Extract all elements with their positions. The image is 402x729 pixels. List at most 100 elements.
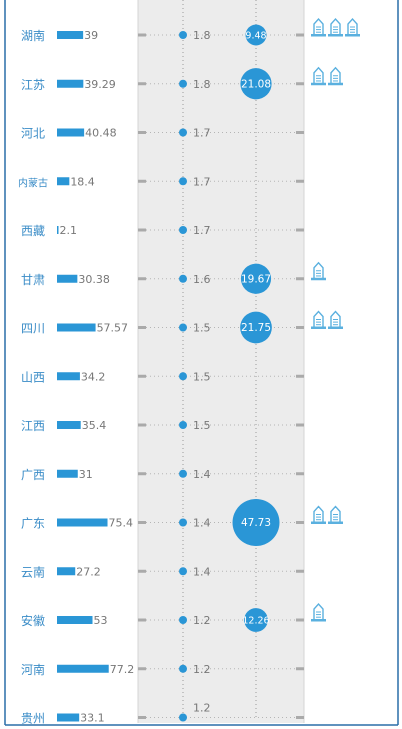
province-label: 贵州	[21, 712, 45, 726]
ratio-label: 1.8	[193, 29, 211, 42]
value-bar	[57, 79, 84, 88]
building-icon	[345, 17, 360, 37]
bar-value-label: 75.4	[109, 517, 134, 530]
value-bar	[57, 713, 80, 722]
bubble-label: 21.75	[241, 322, 271, 334]
table-row: 云南 27.2 1.4	[21, 564, 304, 579]
building-icon	[328, 505, 343, 524]
bubble-label: 47.73	[241, 517, 271, 529]
building-base	[311, 34, 326, 37]
ratio-band	[138, 0, 304, 723]
province-label: 河北	[21, 127, 45, 141]
bubble-label: 9.48	[245, 31, 266, 42]
building-base	[311, 277, 326, 281]
bubble-label: 12.26	[242, 616, 269, 627]
value-bar	[57, 664, 109, 673]
table-row: 内蒙古 18.4 1.7	[18, 175, 304, 189]
bar-value-label: 53	[94, 614, 108, 627]
province-label: 四川	[21, 322, 45, 336]
bar-value-label: 39	[84, 29, 98, 42]
bar-value-label: 30.38	[78, 273, 110, 286]
ratio-dot	[179, 226, 187, 234]
province-label: 云南	[21, 564, 45, 579]
province-label: 江苏	[21, 78, 45, 92]
building-base	[311, 619, 326, 622]
value-bar	[57, 274, 78, 283]
building-icon	[311, 66, 326, 86]
ratio-dot	[179, 567, 187, 576]
value-bar	[57, 177, 70, 186]
value-bar	[57, 128, 85, 137]
value-bar	[57, 567, 76, 576]
bubble-label: 19.67	[241, 273, 271, 285]
value-bar	[57, 31, 84, 39]
ratio-dot	[179, 518, 187, 527]
bar-value-label: 33.1	[80, 712, 105, 725]
bubble	[240, 263, 272, 294]
ratio-label: 1.5	[193, 370, 211, 383]
table-row: 贵州 33.1 1.2	[21, 702, 304, 726]
province-label: 江西	[21, 419, 45, 433]
table-row: 四川 57.57 1.5 21.75	[21, 310, 343, 344]
building-icon	[311, 505, 326, 524]
ratio-dot	[179, 128, 187, 137]
value-bar	[57, 616, 93, 624]
ratio-label: 1.4	[193, 517, 211, 530]
value-bar	[57, 323, 96, 332]
table-row: 甘肃 30.38 1.6 19.67	[21, 261, 326, 294]
table-row: 河南 77.2 1.2	[21, 662, 304, 677]
ratio-dot	[179, 79, 187, 88]
bubble	[240, 68, 272, 100]
value-bar	[57, 518, 108, 527]
value-bar	[57, 469, 78, 478]
province-label: 山西	[21, 370, 45, 384]
ratio-label: 1.7	[193, 224, 211, 237]
table-row: 河北 40.48 1.7	[21, 127, 304, 141]
building-icon	[328, 66, 343, 86]
ratio-dot	[179, 616, 187, 624]
building-base	[328, 521, 343, 524]
building-base	[311, 521, 326, 524]
province-label: 湖南	[21, 28, 45, 43]
ratio-label: 1.7	[193, 175, 211, 188]
bubble	[240, 311, 272, 344]
value-bar	[57, 226, 59, 234]
value-bar	[57, 372, 80, 381]
ratio-dot	[179, 421, 187, 429]
building-icon	[328, 310, 343, 329]
bubble-label: 21.08	[241, 78, 271, 90]
ratio-label: 1.8	[193, 78, 211, 91]
bubble	[245, 24, 267, 46]
bar-value-label: 35.4	[82, 419, 107, 432]
ratio-dot	[179, 372, 187, 381]
ratio-dot	[179, 323, 187, 332]
building-base	[328, 326, 343, 329]
ratio-label: 1.4	[193, 565, 211, 578]
value-bar	[57, 421, 81, 429]
building-icon	[328, 17, 343, 37]
ratio-label: 1.2	[193, 702, 211, 715]
table-row: 湖南 39 1.8 9.48	[21, 17, 360, 46]
province-label: 安徽	[21, 613, 45, 628]
background-layer	[4, 0, 399, 726]
ratio-dot	[179, 469, 187, 478]
table-row: 广西 31 1.4	[21, 468, 304, 482]
table-row: 西藏 2.1 1.7	[21, 224, 304, 238]
bar-value-label: 77.2	[110, 663, 135, 676]
bar-value-label: 2.1	[60, 224, 78, 237]
table-row: 广东 75.4 1.4 47.73	[21, 499, 343, 546]
province-label: 广东	[21, 517, 45, 531]
bar-value-label: 39.29	[84, 78, 116, 91]
bubble	[232, 499, 280, 546]
bar-value-label: 34.2	[81, 370, 106, 383]
table-row: 江苏 39.29 1.8 21.08	[21, 66, 343, 100]
bar-value-label: 31	[79, 468, 93, 481]
bar-value-label: 40.48	[85, 127, 117, 140]
ratio-dot	[179, 664, 187, 673]
bar-value-label: 27.2	[76, 565, 101, 578]
province-label: 西藏	[21, 224, 45, 238]
province-label: 甘肃	[21, 273, 45, 287]
building-base	[311, 82, 326, 86]
ratio-dot	[179, 274, 187, 283]
